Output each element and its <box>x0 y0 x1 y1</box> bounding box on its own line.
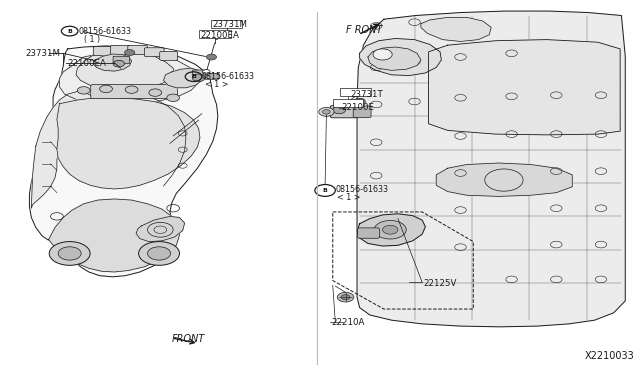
Text: < 1 >: < 1 > <box>337 193 360 202</box>
Circle shape <box>139 241 179 265</box>
Polygon shape <box>360 38 442 76</box>
Polygon shape <box>57 98 200 189</box>
Polygon shape <box>93 54 132 71</box>
FancyBboxPatch shape <box>333 99 364 108</box>
FancyBboxPatch shape <box>358 228 380 238</box>
FancyBboxPatch shape <box>113 56 130 64</box>
Text: 23731M: 23731M <box>212 20 248 29</box>
Text: B: B <box>67 29 72 33</box>
Circle shape <box>383 225 398 234</box>
Circle shape <box>319 108 334 116</box>
Polygon shape <box>164 68 204 88</box>
Text: ( 1 ): ( 1 ) <box>84 35 100 44</box>
Text: < 1 >: < 1 > <box>205 80 228 89</box>
Circle shape <box>58 247 81 260</box>
Circle shape <box>192 74 205 81</box>
Circle shape <box>374 221 406 239</box>
Circle shape <box>49 241 90 265</box>
Circle shape <box>337 292 354 302</box>
Text: 23731T: 23731T <box>351 90 383 99</box>
FancyBboxPatch shape <box>340 88 371 96</box>
Circle shape <box>125 86 138 93</box>
FancyBboxPatch shape <box>330 106 358 118</box>
FancyBboxPatch shape <box>353 106 371 118</box>
FancyBboxPatch shape <box>111 45 131 54</box>
Circle shape <box>373 49 392 60</box>
Polygon shape <box>357 11 625 327</box>
Circle shape <box>341 295 350 300</box>
Polygon shape <box>421 17 491 41</box>
Polygon shape <box>31 92 100 208</box>
Circle shape <box>125 49 135 55</box>
Text: B: B <box>191 74 196 79</box>
Circle shape <box>323 110 330 114</box>
Polygon shape <box>436 163 572 196</box>
Text: F RONT: F RONT <box>346 25 382 35</box>
Circle shape <box>333 106 346 114</box>
Polygon shape <box>76 49 174 90</box>
Text: 08156-61633: 08156-61633 <box>202 72 255 81</box>
Text: 22125V: 22125V <box>424 279 457 288</box>
Text: 22100E: 22100E <box>341 103 374 112</box>
Polygon shape <box>29 46 218 277</box>
FancyBboxPatch shape <box>160 51 177 60</box>
FancyBboxPatch shape <box>128 45 148 54</box>
Polygon shape <box>49 199 179 272</box>
FancyBboxPatch shape <box>145 48 164 57</box>
FancyBboxPatch shape <box>198 31 230 38</box>
Circle shape <box>148 247 171 260</box>
Circle shape <box>206 54 216 60</box>
Polygon shape <box>368 47 421 70</box>
Polygon shape <box>357 214 426 246</box>
FancyBboxPatch shape <box>192 70 209 77</box>
Text: X2210033: X2210033 <box>584 351 634 361</box>
Text: B: B <box>323 188 328 193</box>
Polygon shape <box>136 217 184 241</box>
Text: 22100EA: 22100EA <box>68 59 107 68</box>
Circle shape <box>315 185 335 196</box>
FancyBboxPatch shape <box>93 46 113 55</box>
Circle shape <box>167 94 179 102</box>
Text: 08156-61633: 08156-61633 <box>335 185 388 194</box>
Text: FRONT: FRONT <box>172 334 205 344</box>
Circle shape <box>113 60 125 67</box>
Text: 22100EA: 22100EA <box>200 31 239 41</box>
Circle shape <box>100 85 113 93</box>
Text: 23731M: 23731M <box>25 49 60 58</box>
FancyBboxPatch shape <box>91 84 177 99</box>
Circle shape <box>202 70 210 74</box>
Polygon shape <box>60 52 197 105</box>
Circle shape <box>77 87 90 94</box>
Text: 08156-61633: 08156-61633 <box>79 26 132 36</box>
Text: 22210A: 22210A <box>332 318 365 327</box>
FancyBboxPatch shape <box>205 73 219 79</box>
Polygon shape <box>429 39 620 135</box>
Circle shape <box>149 89 162 96</box>
FancyBboxPatch shape <box>211 20 242 29</box>
Circle shape <box>354 98 365 105</box>
